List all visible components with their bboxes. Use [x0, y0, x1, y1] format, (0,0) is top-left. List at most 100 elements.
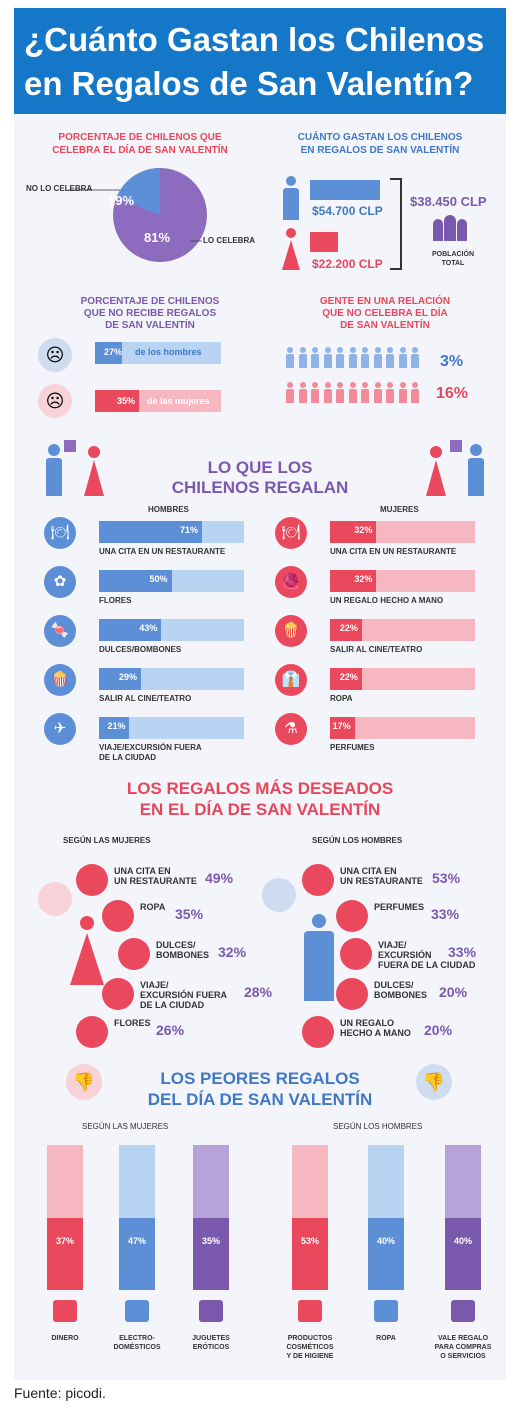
spend-title: CUÁNTO GASTAN LOS CHILENOS EN REGALOS DE … — [297, 132, 463, 156]
person-icon — [361, 382, 369, 404]
bar-fill — [99, 717, 130, 739]
desired-gift-icon — [76, 1016, 108, 1048]
couple-gift-icon-left — [46, 440, 116, 498]
women-noreceive-bar — [95, 390, 221, 412]
women-people-row — [286, 382, 426, 404]
spend-bracket — [390, 178, 402, 270]
bar-fill — [99, 619, 162, 641]
desired-gift-icon — [302, 864, 334, 896]
desired-gift-value: 20% — [439, 984, 468, 1000]
gifts-title: LO QUE LOS CHILENOS REGALAN — [171, 458, 349, 497]
person-icon — [323, 382, 332, 404]
worst-gift-column: 40% — [445, 1145, 481, 1290]
desired-gift-icon — [102, 978, 134, 1010]
women-gift-bar: 22% — [330, 668, 475, 690]
men-gift-bar: 50% — [99, 570, 244, 592]
gift-value: 29% — [119, 672, 138, 682]
person-icon — [336, 347, 344, 369]
gift-category-icon: 🍿 — [44, 664, 76, 696]
person-icon — [336, 382, 344, 404]
desired-gift-icon — [336, 900, 368, 932]
person-icon — [398, 382, 407, 404]
relation-title: GENTE EN UNA RELACIÓN QUE NO CELEBRA EL D… — [319, 296, 451, 331]
person-icon — [398, 347, 407, 369]
desired-gift-label: ROPA — [140, 902, 166, 912]
desired-gift-icon — [340, 938, 372, 970]
population-icon — [433, 215, 473, 241]
sad-man-icon: ☹ — [38, 338, 72, 372]
celebrate-title: PORCENTAJE DE CHILENOS QUE CELEBRA EL DÍA… — [52, 132, 228, 156]
gift-value: 43% — [139, 623, 158, 633]
gift-category-icon: ✈ — [44, 713, 76, 745]
desired-gift-label: PERFUMES — [374, 902, 425, 912]
worst-gift-label: ELECTRO- DOMÉSTICOS — [113, 1335, 161, 1351]
desired-gift-icon — [302, 1016, 334, 1048]
gift-value: 32% — [354, 574, 373, 584]
gift-value: 71% — [179, 525, 198, 535]
gift-value: 50% — [149, 574, 168, 584]
gift-label: SALIR AL CINE/TEATRO — [99, 694, 192, 703]
worst-gift-label: VALE REGALO PARA COMPRAS O SERVICIOS — [434, 1335, 492, 1360]
desired-man-figure-icon — [302, 914, 336, 1006]
column-fill — [119, 1217, 155, 1290]
worst-gift-column: 47% — [119, 1145, 155, 1290]
desired-gift-icon — [102, 900, 134, 932]
desired-gift-label: UN REGALO HECHO A MANO — [340, 1018, 411, 1038]
total-spend-value: $38.450 CLP — [410, 194, 487, 209]
men-gift-bar: 29% — [99, 668, 244, 690]
gift-category-icon: 🧶 — [275, 566, 307, 598]
worst-gift-label: JUGUETES ERÓTICOS — [192, 1335, 230, 1351]
worst-gift-column: 40% — [368, 1145, 404, 1290]
worst-men-header: SEGÚN LOS HOMBRES — [333, 1122, 423, 1131]
person-icon — [286, 347, 294, 369]
person-icon — [411, 347, 419, 369]
desired-gift-value: 49% — [205, 870, 234, 886]
person-icon — [386, 347, 394, 369]
worst-women-header: SEGÚN LAS MUJERES — [82, 1122, 169, 1131]
person-icon — [373, 382, 382, 404]
bar-fill — [99, 570, 172, 592]
gift-label: ROPA — [330, 694, 353, 703]
bar-fill — [330, 570, 377, 592]
person-icon — [311, 382, 319, 404]
person-icon — [373, 347, 382, 369]
women-relation-value: 16% — [436, 385, 469, 402]
desired-gift-value: 26% — [156, 1022, 185, 1038]
worst-gift-value: 53% — [300, 1235, 319, 1246]
desired-gift-value: 20% — [424, 1022, 453, 1038]
worst-gift-value: 47% — [127, 1235, 146, 1246]
desired-men-gift-icon — [262, 878, 296, 912]
gift-label: SALIR AL CINE/TEATRO — [330, 645, 423, 654]
gift-category-icon: ⚗ — [275, 713, 307, 745]
gift-label: VIAJE/EXCURSIÓN FUERA DE LA CIUDAD — [99, 743, 202, 762]
pie-slice-no-celebra — [116, 168, 160, 215]
desired-gift-value: 53% — [432, 870, 461, 886]
no-celebra-value: 19% — [108, 193, 135, 208]
women-noreceive-text: de las mujeres — [147, 396, 210, 406]
men-spend-bar — [310, 180, 380, 200]
bar-fill — [99, 521, 202, 543]
thumbs-down-icon-left: 👎 — [66, 1064, 102, 1100]
desired-title: LOS REGALOS MÁS DESEADOS EN EL DÍA DE SAN… — [126, 779, 394, 819]
gift-category-icon: 🍽 — [44, 517, 76, 549]
bar-fill — [99, 668, 142, 690]
gift-label: UNA CITA EN UN RESTAURANTE — [99, 547, 226, 556]
desired-gift-icon — [76, 864, 108, 896]
celebra-label: LO CELEBRA — [203, 236, 255, 245]
gift-value: 22% — [339, 672, 358, 682]
worst-gift-column: 37% — [47, 1145, 83, 1290]
no-celebra-label: NO LO CELEBRA — [26, 184, 93, 193]
person-icon — [348, 382, 357, 404]
worst-title: LOS PEORES REGALOS DEL DÍA DE SAN VALENTÍ… — [147, 1069, 373, 1109]
woman-icon — [282, 228, 300, 272]
worst-gift-label: DINERO — [51, 1335, 79, 1342]
man-icon — [283, 176, 299, 220]
desired-gift-label: DULCES/BOMBONES — [156, 940, 210, 960]
gift-category-icon: 🍽 — [275, 517, 307, 549]
couple-gift-icon-right — [420, 440, 490, 498]
men-noreceive-bar — [95, 342, 221, 364]
worst-gift-icon — [451, 1300, 475, 1322]
source-note: Fuente: picodi. — [14, 1385, 106, 1401]
gift-label: UN REGALO HECHO A MANO — [330, 596, 444, 605]
column-fill — [445, 1217, 481, 1290]
